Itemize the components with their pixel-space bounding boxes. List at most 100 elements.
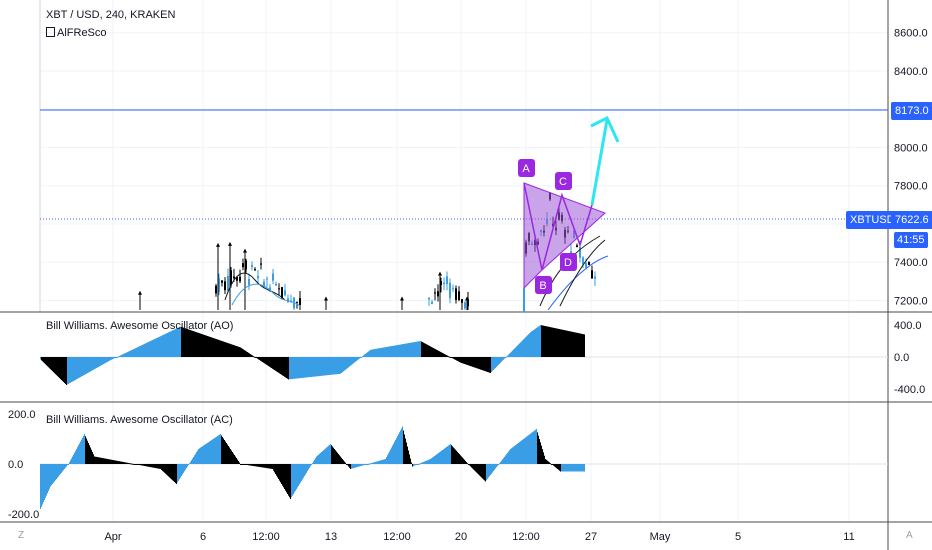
histogram-bar bbox=[285, 357, 286, 378]
histogram-bar bbox=[562, 329, 563, 357]
histogram-bar bbox=[174, 464, 175, 483]
histogram-bar bbox=[345, 357, 346, 370]
histogram-bar bbox=[237, 346, 238, 357]
histogram-bar bbox=[187, 329, 188, 357]
ao-axis[interactable]: 400.0 0.0 -400.0 bbox=[894, 320, 925, 396]
histogram-bar bbox=[443, 449, 444, 464]
histogram-bar bbox=[541, 325, 542, 357]
histogram-bar bbox=[198, 332, 199, 357]
histogram-bar bbox=[575, 464, 576, 472]
histogram-bar bbox=[328, 445, 329, 464]
histogram-bar bbox=[563, 329, 564, 357]
histogram-bar bbox=[334, 449, 335, 464]
histogram-bar bbox=[531, 331, 532, 357]
histogram-bar bbox=[359, 464, 360, 467]
histogram-bar bbox=[150, 464, 151, 468]
candle-body bbox=[594, 276, 596, 279]
candle-body bbox=[254, 269, 256, 271]
auto-scale-button[interactable]: A bbox=[906, 530, 913, 541]
target-arrow[interactable] bbox=[590, 115, 620, 206]
ac-axis[interactable]: 200.0 0.0 -200.0 bbox=[8, 409, 39, 521]
histogram-bar bbox=[397, 345, 398, 357]
price-axis[interactable]: 8600.08400.08200.08000.07800.07600.07400… bbox=[894, 28, 928, 308]
histogram-bar bbox=[402, 426, 403, 464]
histogram-bar bbox=[415, 464, 416, 466]
histogram-bar bbox=[567, 464, 568, 472]
histogram-bar bbox=[46, 464, 47, 496]
histogram-bar bbox=[457, 451, 458, 464]
histogram-bar bbox=[540, 442, 541, 464]
histogram-bar bbox=[312, 463, 313, 465]
histogram-bar bbox=[126, 352, 127, 357]
candle-body bbox=[431, 301, 433, 305]
histogram-bar bbox=[295, 464, 296, 491]
histogram-bar bbox=[241, 464, 242, 465]
histogram-bar bbox=[469, 464, 470, 466]
histogram-bar bbox=[301, 464, 302, 482]
histogram-bar bbox=[192, 330, 193, 357]
histogram-bar bbox=[429, 459, 430, 464]
time-tick: 12:00 bbox=[512, 531, 540, 543]
pattern-label-box bbox=[555, 172, 572, 190]
histogram-bar bbox=[82, 437, 83, 464]
histogram-bar bbox=[387, 455, 388, 464]
histogram-bar bbox=[513, 446, 514, 464]
histogram-bar bbox=[533, 431, 534, 464]
histogram-bar bbox=[98, 357, 99, 367]
histogram-bar bbox=[478, 357, 479, 369]
histogram-bar bbox=[477, 357, 478, 369]
histogram-bar bbox=[376, 348, 377, 357]
histogram-bar bbox=[472, 357, 473, 367]
candle-body bbox=[233, 276, 235, 279]
triangle-pattern[interactable] bbox=[523, 182, 606, 312]
histogram-bar bbox=[369, 463, 370, 465]
time-axis[interactable]: Apr 6 12:00 13 12:00 20 12:00 27 May 5 11 bbox=[104, 531, 854, 543]
candle-body bbox=[224, 281, 226, 291]
histogram-bar bbox=[388, 346, 389, 357]
histogram-bar bbox=[256, 464, 257, 467]
histogram-bar bbox=[165, 333, 166, 357]
histogram-bar bbox=[435, 349, 436, 357]
histogram-bar bbox=[314, 357, 315, 377]
histogram-bar bbox=[385, 459, 386, 464]
histogram-bar bbox=[79, 443, 80, 464]
zoom-button-left[interactable]: Z bbox=[18, 530, 25, 541]
histogram-bar bbox=[230, 449, 231, 464]
candle-body bbox=[579, 246, 581, 258]
histogram-bar bbox=[80, 357, 81, 378]
histogram-bar bbox=[267, 357, 268, 366]
histogram-bar bbox=[576, 464, 577, 472]
histogram-bar bbox=[259, 357, 260, 361]
histogram-bar bbox=[560, 329, 561, 357]
candle-body bbox=[278, 288, 280, 290]
histogram-bar bbox=[454, 357, 455, 360]
histogram-bar bbox=[484, 464, 485, 481]
histogram-bar bbox=[300, 464, 301, 483]
histogram-bar bbox=[163, 464, 164, 472]
histogram-bar bbox=[317, 357, 318, 377]
histogram-bar bbox=[139, 346, 140, 357]
histogram-bar bbox=[436, 349, 437, 357]
histogram-bar bbox=[389, 451, 390, 464]
price-tick: 7200.0 bbox=[894, 295, 928, 307]
histogram-bar bbox=[298, 464, 299, 486]
last-price-tag: 7622.6 bbox=[891, 211, 932, 229]
histogram-bar bbox=[494, 464, 495, 470]
histogram-bar bbox=[496, 464, 497, 468]
histogram-bar bbox=[318, 357, 319, 377]
candle-body bbox=[591, 270, 593, 279]
histogram-bar bbox=[514, 348, 515, 357]
histogram-bar bbox=[173, 329, 174, 357]
histogram-bar bbox=[58, 357, 59, 378]
histogram-bar bbox=[407, 343, 408, 357]
histogram-bar bbox=[574, 332, 575, 357]
histogram-bar bbox=[570, 331, 571, 357]
histogram-bar bbox=[355, 464, 356, 468]
candle-body bbox=[218, 278, 220, 292]
histogram-bar bbox=[322, 357, 323, 376]
ac-histogram bbox=[40, 426, 585, 509]
histogram-bar bbox=[231, 344, 232, 357]
histogram-bar bbox=[76, 449, 77, 464]
histogram-bar bbox=[500, 462, 501, 464]
histogram-bar bbox=[315, 458, 316, 464]
